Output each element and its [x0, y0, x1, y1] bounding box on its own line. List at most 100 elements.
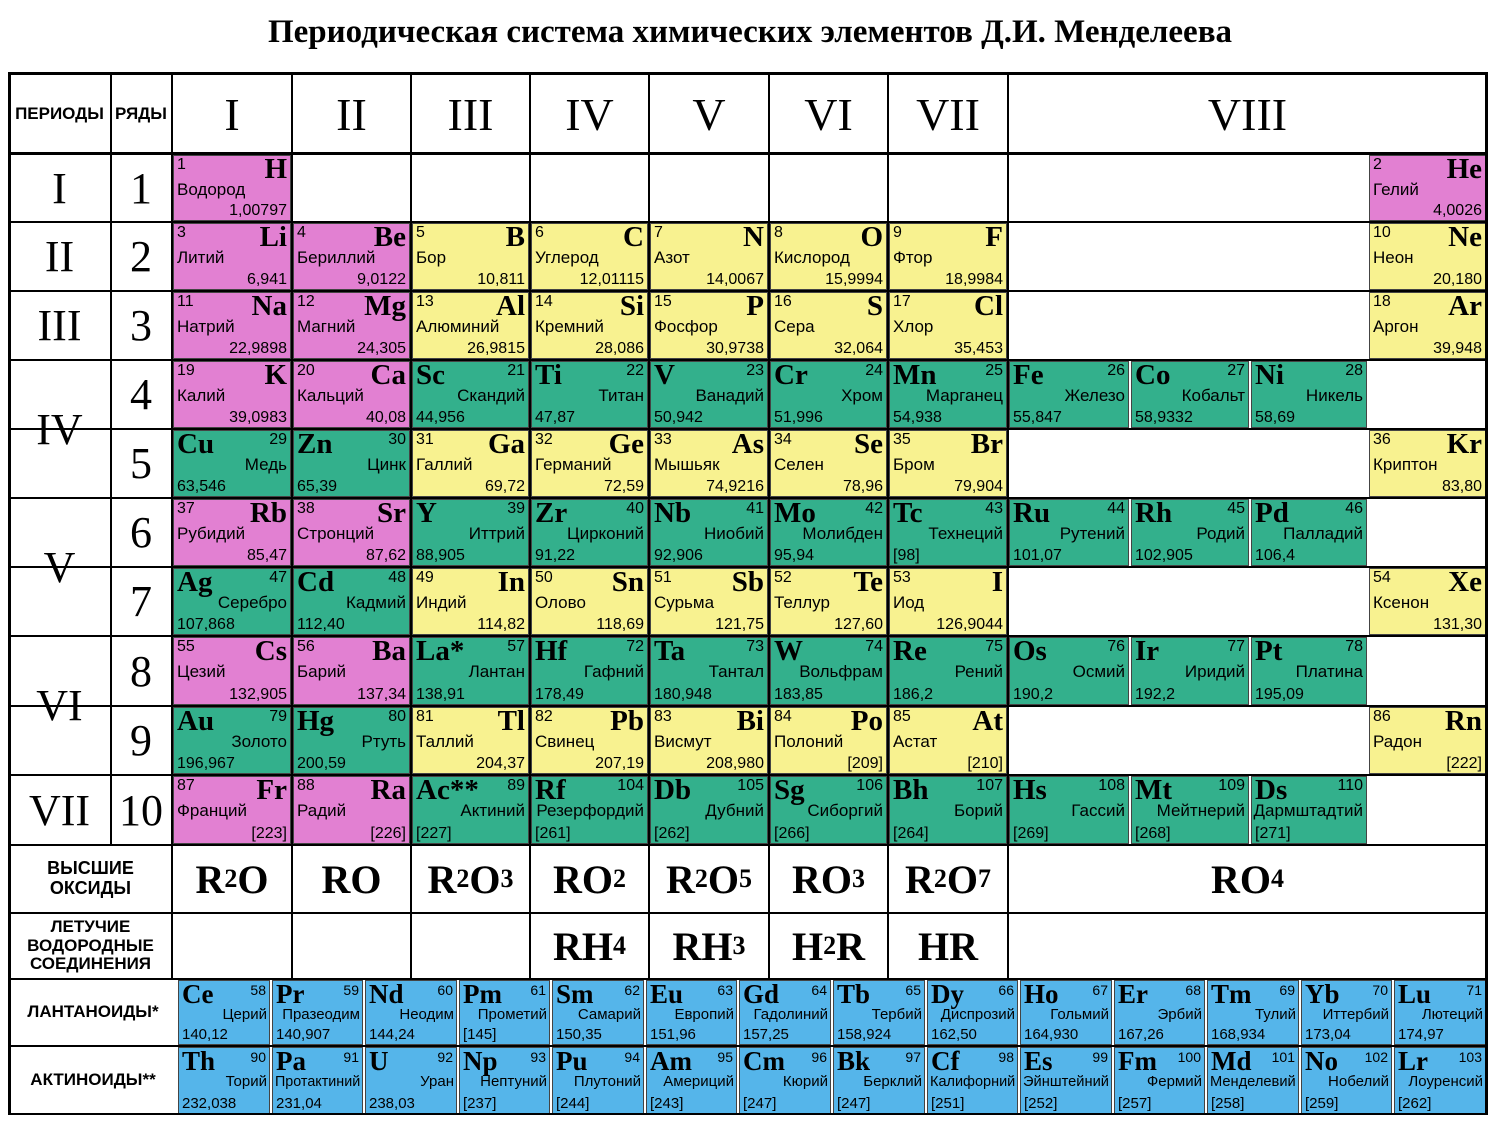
element-Hs[interactable]: 108 Hs Гассий [269]	[1009, 776, 1129, 844]
element-Pb[interactable]: 82 Pb Свинец 207,19	[531, 707, 648, 774]
element-Ho[interactable]: 67 Ho Гольмий 164,930	[1020, 980, 1112, 1045]
element-Sr[interactable]: 38 Sr Стронций 87,62	[293, 499, 410, 566]
element-Au[interactable]: 79 Au Золото 196,967	[173, 707, 291, 774]
element-Mn[interactable]: 25 Mn Марганец 54,938	[889, 361, 1007, 428]
element-Ir[interactable]: 77 Ir Иридий 192,2	[1131, 637, 1249, 705]
element-Mo[interactable]: 42 Mo Молибден 95,94	[770, 499, 887, 566]
element-Ar[interactable]: 18 Ar Аргон 39,948	[1369, 292, 1486, 359]
element-Se[interactable]: 34 Se Селен 78,96	[770, 430, 887, 497]
element-In[interactable]: 49 In Индий 114,82	[412, 568, 529, 635]
element-Tb[interactable]: 65 Tb Тербий 158,924	[833, 980, 925, 1045]
element-Sn[interactable]: 50 Sn Олово 118,69	[531, 568, 648, 635]
element-Bk[interactable]: 97 Bk Берклий [247]	[833, 1047, 925, 1114]
element-At[interactable]: 85 At Астат [210]	[889, 707, 1007, 774]
element-Am[interactable]: 95 Am Америций [243]	[646, 1047, 737, 1114]
element-Mt[interactable]: 109 Mt Мейтнерий [268]	[1131, 776, 1249, 844]
element-Xe[interactable]: 54 Xe Ксенон 131,30	[1369, 568, 1486, 635]
element-Cd[interactable]: 48 Cd Кадмий 112,40	[293, 568, 410, 635]
element-La[interactable]: 57 La* Лантан 138,91	[412, 637, 529, 705]
element-Ca[interactable]: 20 Ca Кальций 40,08	[293, 361, 410, 428]
element-Db[interactable]: 105 Db Дубний [262]	[650, 776, 768, 844]
element-Tm[interactable]: 69 Tm Тулий 168,934	[1207, 980, 1299, 1045]
element-Np[interactable]: 93 Np Нептуний [237]	[459, 1047, 550, 1114]
element-Ds[interactable]: 110 Ds Дармштадтий [271]	[1251, 776, 1367, 844]
element-Sb[interactable]: 51 Sb Сурьма 121,75	[650, 568, 768, 635]
element-He[interactable]: 2 He Гелий 4,0026	[1369, 155, 1486, 221]
element-Hg[interactable]: 80 Hg Ртуть 200,59	[293, 707, 410, 774]
element-Fe[interactable]: 26 Fe Железо 55,847	[1009, 361, 1129, 428]
element-Ni[interactable]: 28 Ni Никель 58,69	[1251, 361, 1367, 428]
element-Mg[interactable]: 12 Mg Магний 24,305	[293, 292, 410, 359]
element-Ac[interactable]: 89 Ac** Актиний [227]	[412, 776, 529, 844]
element-Co[interactable]: 27 Co Кобальт 58,9332	[1131, 361, 1249, 428]
element-N[interactable]: 7 N Азот 14,0067	[650, 223, 768, 290]
element-Na[interactable]: 11 Na Натрий 22,9898	[173, 292, 291, 359]
element-Eu[interactable]: 63 Eu Европий 151,96	[646, 980, 737, 1045]
element-Tc[interactable]: 43 Tc Технеций [98]	[889, 499, 1007, 566]
element-Sg[interactable]: 106 Sg Сиборгий [266]	[770, 776, 887, 844]
element-Pd[interactable]: 46 Pd Палладий 106,4	[1251, 499, 1367, 566]
element-Kr[interactable]: 36 Kr Криптон 83,80	[1369, 430, 1486, 497]
element-Ba[interactable]: 56 Ba Барий 137,34	[293, 637, 410, 705]
element-P[interactable]: 15 P Фосфор 30,9738	[650, 292, 768, 359]
element-Os[interactable]: 76 Os Осмий 190,2	[1009, 637, 1129, 705]
element-Fm[interactable]: 100 Fm Фермий [257]	[1114, 1047, 1205, 1114]
element-Nd[interactable]: 60 Nd Неодим 144,24	[365, 980, 457, 1045]
element-Th[interactable]: 90 Th Торий 232,038	[178, 1047, 270, 1114]
element-Ti[interactable]: 22 Ti Титан 47,87	[531, 361, 648, 428]
element-Po[interactable]: 84 Po Полоний [209]	[770, 707, 887, 774]
element-V[interactable]: 23 V Ванадий 50,942	[650, 361, 768, 428]
element-Rh[interactable]: 45 Rh Родий 102,905	[1131, 499, 1249, 566]
element-S[interactable]: 16 S Сера 32,064	[770, 292, 887, 359]
element-Sm[interactable]: 62 Sm Самарий 150,35	[552, 980, 644, 1045]
element-Te[interactable]: 52 Te Теллур 127,60	[770, 568, 887, 635]
element-Es[interactable]: 99 Es Эйнштейний [252]	[1020, 1047, 1112, 1114]
element-U[interactable]: 92 U Уран 238,03	[365, 1047, 457, 1114]
element-Lr[interactable]: 103 Lr Лоуренсий [262]	[1394, 1047, 1486, 1114]
element-Sc[interactable]: 21 Sc Скандий 44,956	[412, 361, 529, 428]
element-K[interactable]: 19 K Калий 39,0983	[173, 361, 291, 428]
element-Zr[interactable]: 40 Zr Цирконий 91,22	[531, 499, 648, 566]
element-No[interactable]: 102 No Нобелий [259]	[1301, 1047, 1392, 1114]
element-Pa[interactable]: 91 Pa Протактиний 231,04	[272, 1047, 363, 1114]
element-Ge[interactable]: 32 Ge Германий 72,59	[531, 430, 648, 497]
element-Lu[interactable]: 71 Lu Лютеций 174,97	[1394, 980, 1486, 1045]
element-Hf[interactable]: 72 Hf Гафний 178,49	[531, 637, 648, 705]
element-Dy[interactable]: 66 Dy Диспрозий 162,50	[927, 980, 1018, 1045]
element-Tl[interactable]: 81 Tl Таллий 204,37	[412, 707, 529, 774]
element-Ne[interactable]: 10 Ne Неон 20,180	[1369, 223, 1486, 290]
element-Br[interactable]: 35 Br Бром 79,904	[889, 430, 1007, 497]
element-Pm[interactable]: 61 Pm Прометий [145]	[459, 980, 550, 1045]
element-F[interactable]: 9 F Фтор 18,9984	[889, 223, 1007, 290]
element-Pt[interactable]: 78 Pt Платина 195,09	[1251, 637, 1367, 705]
element-Zn[interactable]: 30 Zn Цинк 65,39	[293, 430, 410, 497]
element-Ru[interactable]: 44 Ru Рутений 101,07	[1009, 499, 1129, 566]
element-I[interactable]: 53 I Иод 126,9044	[889, 568, 1007, 635]
element-Cl[interactable]: 17 Cl Хлор 35,453	[889, 292, 1007, 359]
element-Si[interactable]: 14 Si Кремний 28,086	[531, 292, 648, 359]
element-Pr[interactable]: 59 Pr Празеодим 140,907	[272, 980, 363, 1045]
element-Be[interactable]: 4 Be Бериллий 9,0122	[293, 223, 410, 290]
element-Re[interactable]: 75 Re Рений 186,2	[889, 637, 1007, 705]
element-H[interactable]: 1 H Водород 1,00797	[173, 155, 291, 221]
element-Ra[interactable]: 88 Ra Радий [226]	[293, 776, 410, 844]
element-Gd[interactable]: 64 Gd Гадолиний 157,25	[739, 980, 831, 1045]
element-Al[interactable]: 13 Al Алюминий 26,9815	[412, 292, 529, 359]
element-Cr[interactable]: 24 Cr Хром 51,996	[770, 361, 887, 428]
element-Bh[interactable]: 107 Bh Борий [264]	[889, 776, 1007, 844]
element-B[interactable]: 5 B Бор 10,811	[412, 223, 529, 290]
element-W[interactable]: 74 W Вольфрам 183,85	[770, 637, 887, 705]
element-As[interactable]: 33 As Мышьяк 74,9216	[650, 430, 768, 497]
element-Cf[interactable]: 98 Cf Калифорний [251]	[927, 1047, 1018, 1114]
element-Ta[interactable]: 73 Ta Тантал 180,948	[650, 637, 768, 705]
element-Rn[interactable]: 86 Rn Радон [222]	[1369, 707, 1486, 774]
element-Yb[interactable]: 70 Yb Иттербий 173,04	[1301, 980, 1392, 1045]
element-O[interactable]: 8 O Кислород 15,9994	[770, 223, 887, 290]
element-Md[interactable]: 101 Md Менделевий [258]	[1207, 1047, 1299, 1114]
element-Nb[interactable]: 41 Nb Ниобий 92,906	[650, 499, 768, 566]
element-C[interactable]: 6 C Углерод 12,01115	[531, 223, 648, 290]
element-Cs[interactable]: 55 Cs Цезий 132,905	[173, 637, 291, 705]
element-Fr[interactable]: 87 Fr Франций [223]	[173, 776, 291, 844]
element-Li[interactable]: 3 Li Литий 6,941	[173, 223, 291, 290]
element-Cu[interactable]: 29 Cu Медь 63,546	[173, 430, 291, 497]
